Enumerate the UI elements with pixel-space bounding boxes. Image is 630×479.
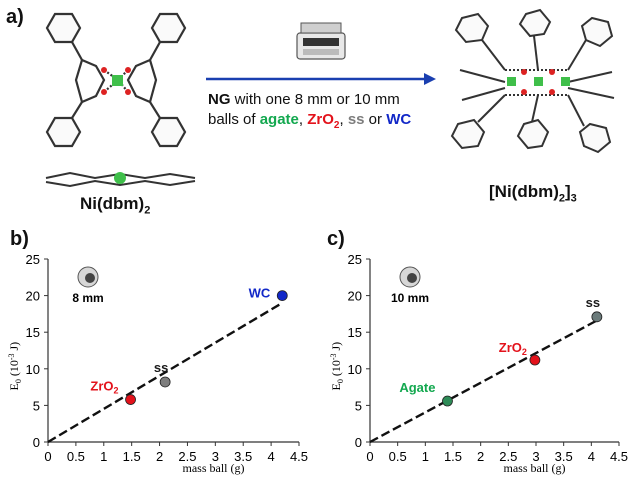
x-tick-label: 0 xyxy=(44,449,51,464)
ball-size-label: 10 mm xyxy=(391,291,429,305)
comma-2: , xyxy=(339,111,348,128)
reaction-arrow-head xyxy=(424,73,436,85)
ball-size-label: 8 mm xyxy=(72,291,103,305)
data-point-label: ZrO2 xyxy=(499,340,527,357)
ni-atom-3 xyxy=(561,77,570,86)
data-point-label: ss xyxy=(586,295,600,310)
x-tick-label: 1 xyxy=(422,449,429,464)
y-tick-label: 15 xyxy=(348,325,362,340)
panel-c-label: c) xyxy=(327,228,345,250)
agate-label: agate xyxy=(259,111,299,128)
reaction-scheme xyxy=(45,8,615,188)
zro2-label: ZrO2 xyxy=(307,111,340,131)
data-point-label: Agate xyxy=(399,380,435,395)
data-point xyxy=(159,376,171,388)
or-text: or xyxy=(364,111,387,128)
ss-label: ss xyxy=(347,111,365,128)
x-tick-label: 3 xyxy=(212,449,219,464)
x-axis-label: mass ball (g) xyxy=(504,461,566,475)
ng-label: NG xyxy=(208,91,231,108)
y-tick-label: 25 xyxy=(348,252,362,267)
wc-label: WC xyxy=(386,111,412,128)
comma-1: , xyxy=(298,111,308,128)
product-label: [Ni(dbm)2]3 xyxy=(489,182,577,205)
y-tick-label: 0 xyxy=(355,435,362,450)
y-tick-label: 10 xyxy=(26,362,40,377)
ball-mill-icon xyxy=(296,22,346,60)
x-tick-label: 4.5 xyxy=(610,449,628,464)
x-tick-label: 1.5 xyxy=(444,449,462,464)
data-point xyxy=(125,394,136,405)
ni-atom xyxy=(112,75,123,86)
y-axis-label: E0 (10-3 J) xyxy=(329,342,345,391)
panel-a-label: a) xyxy=(6,6,24,28)
ni-dbm2-trimer-molecule xyxy=(450,8,615,154)
ni-atom-2 xyxy=(534,77,543,86)
y-tick-label: 25 xyxy=(26,252,40,267)
y-tick-label: 20 xyxy=(26,289,40,304)
data-point xyxy=(591,311,603,323)
x-tick-label: 2.5 xyxy=(178,449,196,464)
x-tick-label: 0 xyxy=(366,449,373,464)
x-tick-label: 4 xyxy=(588,449,595,464)
y-tick-label: 15 xyxy=(26,325,40,340)
x-tick-label: 0.5 xyxy=(389,449,407,464)
fit-line xyxy=(369,319,598,444)
ni-atom-1 xyxy=(507,77,516,86)
x-axis-label: mass ball (g) xyxy=(183,461,245,475)
chart-b: 0 0.5 1 1.5 2 2.5 3 3.5 4 4.5 0 5 10 15 20 25 mass ball … xyxy=(7,252,308,475)
x-tick-label: 2 xyxy=(477,449,484,464)
fit-line xyxy=(47,301,283,444)
data-point xyxy=(442,395,453,407)
reactant-label: Ni(dbm)2 xyxy=(80,194,151,217)
reaction-conditions: NG with one 8 mm or 10 mm balls of agate… xyxy=(208,90,411,136)
y-axis-label: E0 (10-3 J) xyxy=(7,342,23,391)
x-tick-label: 3.5 xyxy=(555,449,573,464)
x-tick-label: 2.5 xyxy=(499,449,517,464)
panel-b-label: b) xyxy=(10,228,29,250)
x-tick-label: 2 xyxy=(156,449,163,464)
y-tick-label: 5 xyxy=(33,398,40,413)
chart-c: 0 0.5 1 1.5 2 2.5 3 3.5 4 4.5 0 5 10 15 20 25 mass ball … xyxy=(329,252,628,475)
data-point-label: ss xyxy=(154,360,168,375)
x-tick-label: 3.5 xyxy=(234,449,252,464)
data-point-label: WC xyxy=(249,286,271,301)
x-tick-label: 4 xyxy=(267,449,274,464)
data-point-label: ZrO2 xyxy=(90,379,118,396)
y-tick-label: 10 xyxy=(348,362,362,377)
y-tick-label: 5 xyxy=(355,398,362,413)
x-tick-label: 1 xyxy=(100,449,107,464)
ball-icon-shade xyxy=(85,273,95,283)
ni-atom-side xyxy=(114,172,126,184)
x-tick-label: 4.5 xyxy=(290,449,308,464)
conditions-line1: with one 8 mm or 10 mm xyxy=(230,91,400,108)
data-point xyxy=(529,354,541,366)
ball-icon-shade xyxy=(407,273,417,283)
y-tick-label: 20 xyxy=(348,289,362,304)
data-point xyxy=(276,290,288,301)
y-tick-label: 0 xyxy=(33,435,40,450)
ni-dbm2-molecule-top-view xyxy=(45,12,187,148)
conditions-line2-start: balls of xyxy=(208,111,260,128)
x-tick-label: 3 xyxy=(532,449,539,464)
x-tick-label: 1.5 xyxy=(123,449,141,464)
x-tick-label: 0.5 xyxy=(67,449,85,464)
